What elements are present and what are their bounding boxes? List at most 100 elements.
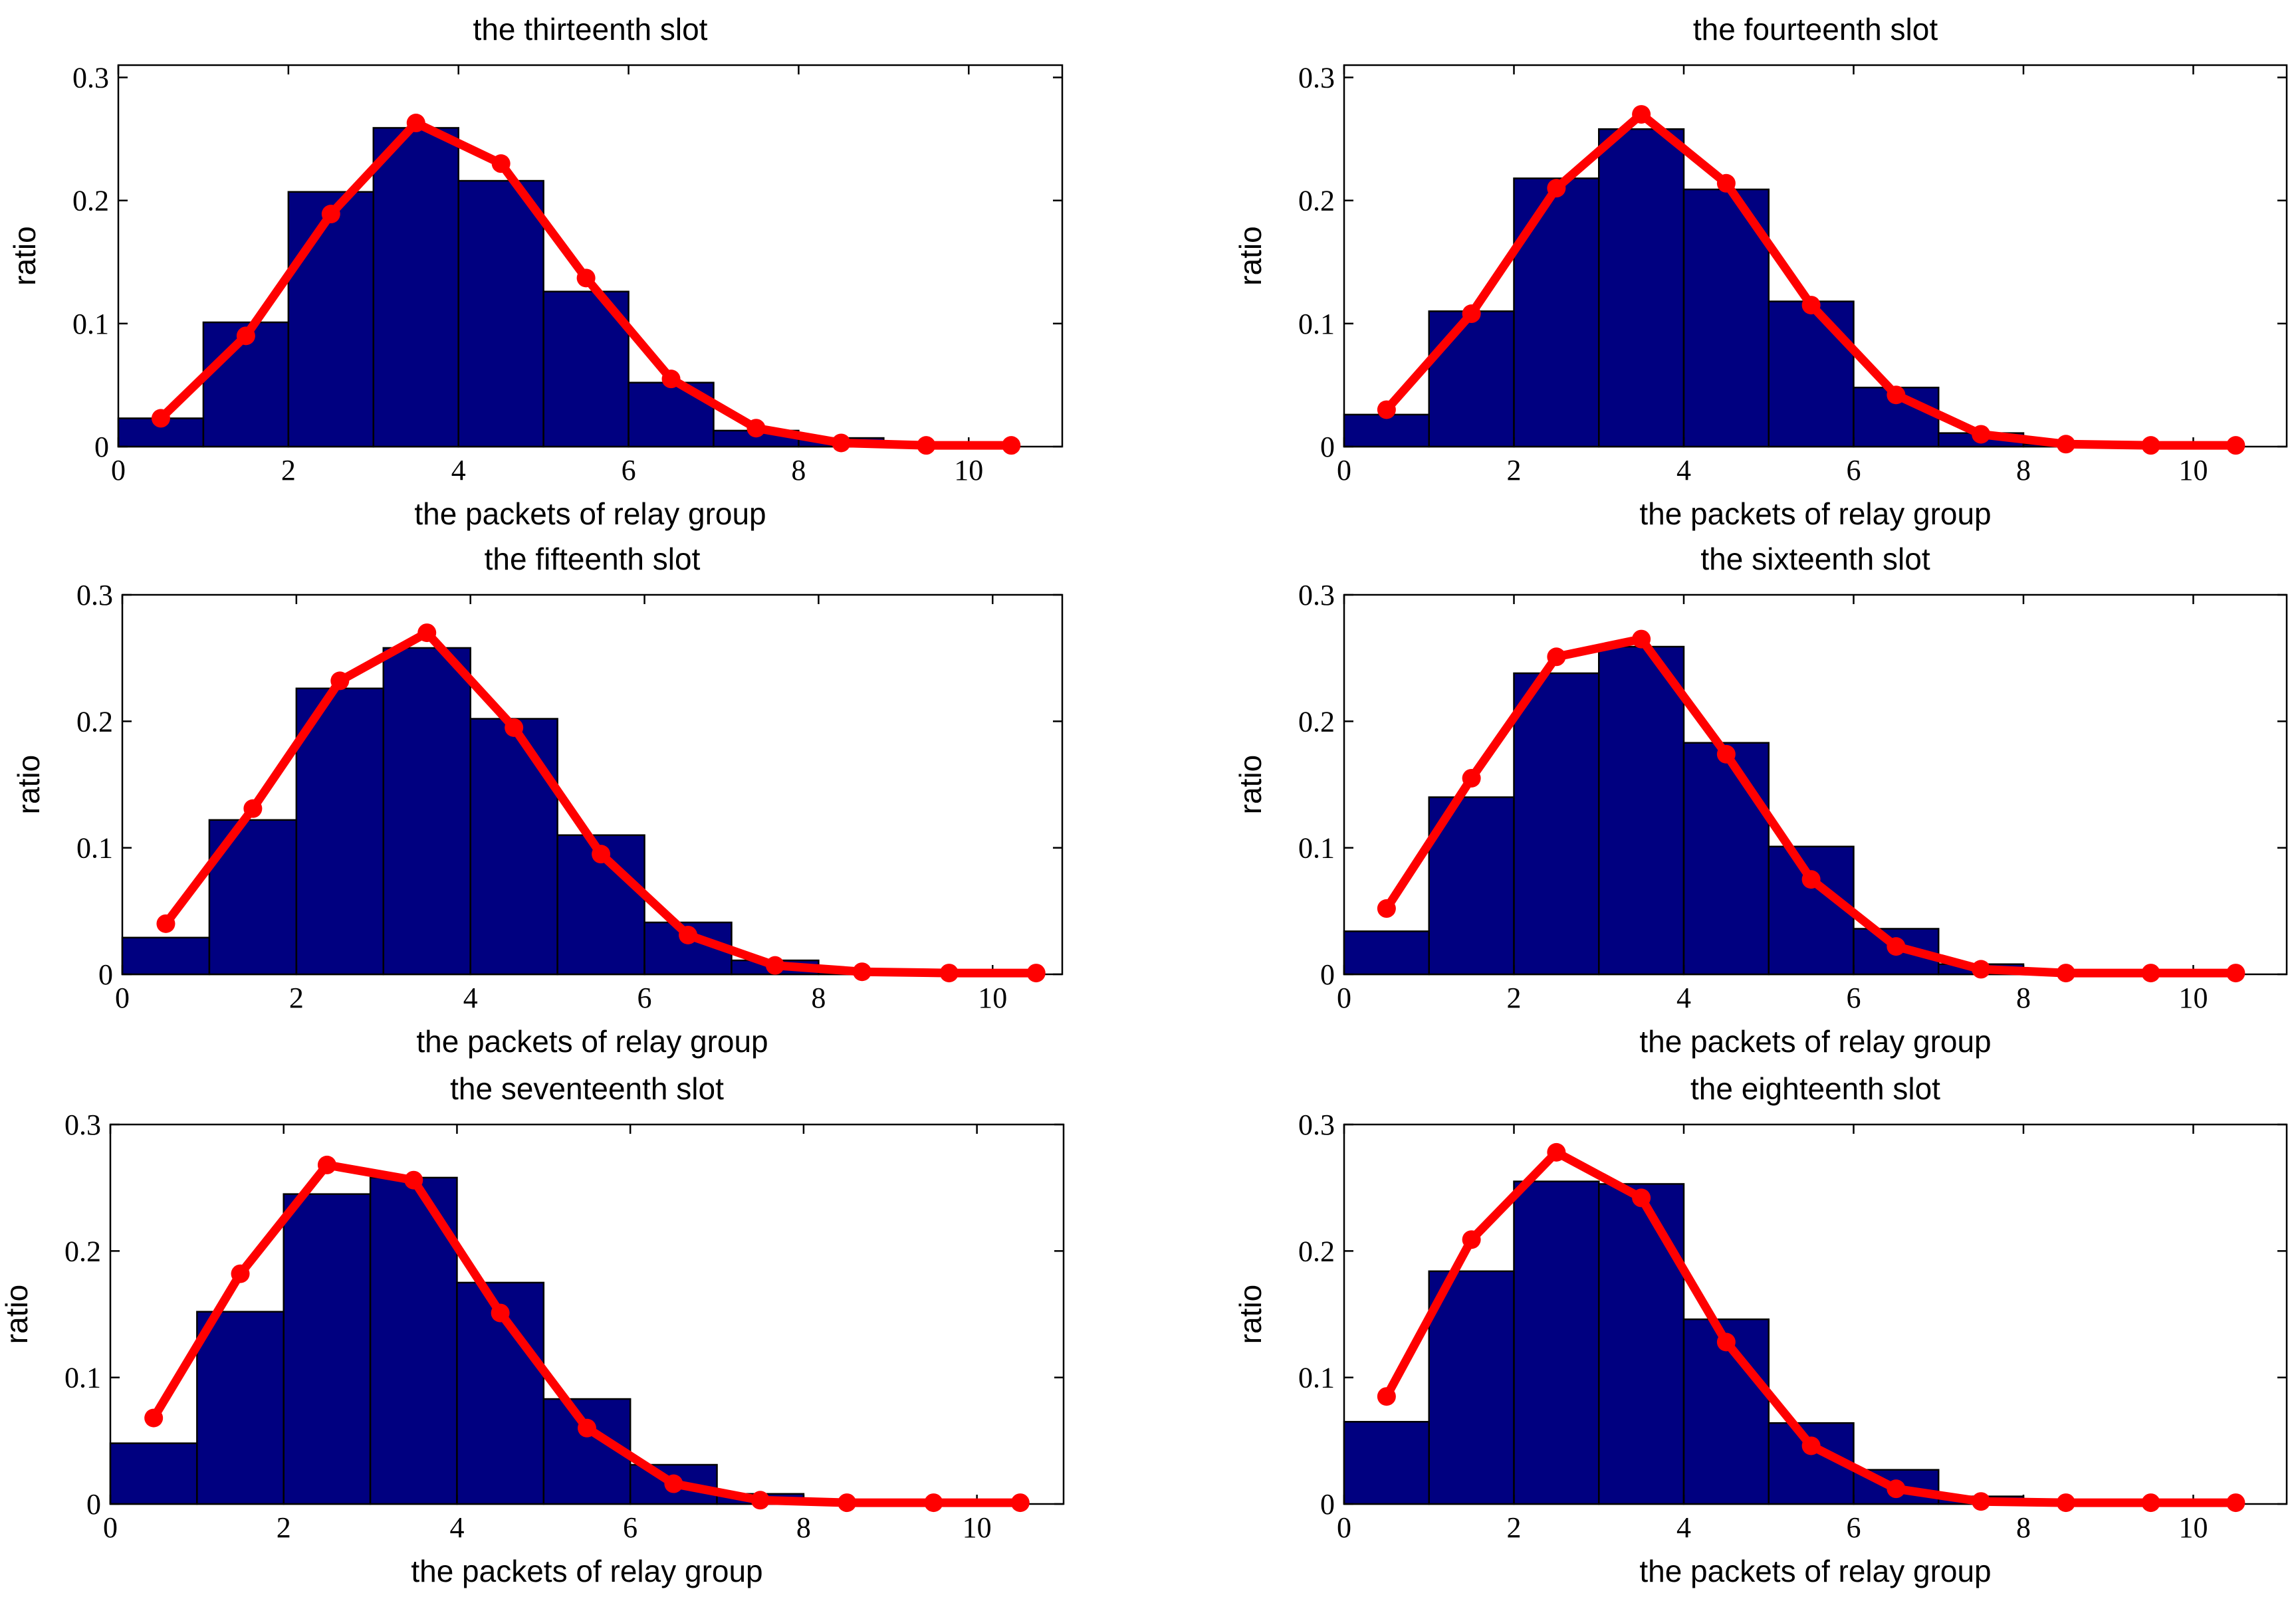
x-tick-label: 4 bbox=[1676, 982, 1691, 1014]
x-tick-label: 10 bbox=[2178, 454, 2208, 486]
x-tick-label: 4 bbox=[1676, 1511, 1691, 1544]
histogram-bar bbox=[382, 647, 471, 976]
histogram-bar bbox=[283, 1193, 372, 1505]
curve-point bbox=[1547, 647, 1566, 667]
x-tick-label: 2 bbox=[277, 1511, 291, 1544]
histogram-bar bbox=[295, 687, 385, 976]
curve-point bbox=[679, 925, 698, 944]
curve-point bbox=[1632, 1188, 1651, 1208]
x-tick-label: 0 bbox=[1337, 982, 1351, 1014]
histogram-bar bbox=[469, 718, 558, 976]
histogram-bar bbox=[121, 936, 211, 976]
curve-point bbox=[317, 1155, 336, 1174]
curve-point bbox=[1887, 1479, 1906, 1499]
x-tick-label: 0 bbox=[103, 1511, 118, 1544]
y-tick-label: 0.3 bbox=[1298, 62, 1335, 94]
curve-point bbox=[1801, 870, 1821, 889]
histogram-bar bbox=[1597, 128, 1685, 448]
chart-title: the fifteenth slot bbox=[485, 542, 701, 576]
y-tick-label: 0.3 bbox=[72, 62, 109, 94]
x-tick-label: 2 bbox=[1506, 454, 1521, 486]
curve-point bbox=[578, 1418, 596, 1438]
x-tick-label: 6 bbox=[1846, 1511, 1861, 1544]
x-tick-label: 2 bbox=[281, 454, 296, 486]
curve-point bbox=[491, 1303, 510, 1323]
x-axis-label: the packets of relay group bbox=[414, 496, 766, 531]
histogram-bar bbox=[1513, 177, 1600, 448]
y-tick-label: 0 bbox=[1320, 958, 1335, 991]
histogram-bar bbox=[457, 179, 544, 448]
x-tick-label: 8 bbox=[791, 454, 806, 486]
y-tick-label: 0 bbox=[98, 958, 113, 991]
curve-point bbox=[765, 956, 784, 975]
x-tick-label: 6 bbox=[623, 1511, 637, 1544]
curve-point bbox=[1972, 425, 1991, 444]
chart-title: the fourteenth slot bbox=[1693, 12, 1938, 47]
curve-point bbox=[1972, 1492, 1991, 1511]
histogram-bar bbox=[372, 127, 459, 448]
curve-point bbox=[852, 962, 871, 982]
x-tick-label: 10 bbox=[963, 1511, 992, 1544]
curve-point bbox=[832, 433, 851, 453]
x-tick-label: 6 bbox=[637, 982, 652, 1014]
y-tick-label: 0.1 bbox=[1298, 308, 1335, 340]
x-tick-label: 2 bbox=[1506, 1511, 1521, 1544]
x-tick-label: 10 bbox=[2178, 1511, 2208, 1544]
histogram-bar bbox=[1682, 188, 1770, 448]
y-tick-label: 0 bbox=[86, 1488, 101, 1521]
x-tick-label: 4 bbox=[1676, 454, 1691, 486]
y-tick-label: 0 bbox=[1320, 431, 1335, 463]
x-tick-label: 8 bbox=[2016, 1511, 2031, 1544]
curve-point bbox=[2226, 964, 2245, 983]
histogram-bar bbox=[1428, 1270, 1515, 1505]
curve-point bbox=[1547, 1142, 1566, 1162]
curve-point bbox=[321, 205, 340, 224]
histogram-bar bbox=[1597, 1183, 1685, 1505]
subplot-fourteenth-slot: 0 2 4 6 8 10 0 0.1 0.2 0.3 the fourteenth slot the … bbox=[1233, 12, 2288, 531]
curve-point bbox=[417, 623, 437, 643]
curve-point bbox=[1377, 400, 1396, 419]
y-tick-label: 0.2 bbox=[1298, 185, 1335, 217]
x-tick-label: 6 bbox=[1846, 454, 1861, 486]
histogram-bar bbox=[1343, 930, 1430, 976]
y-axis-label: ratio bbox=[0, 1285, 34, 1344]
curve-point bbox=[1632, 105, 1651, 124]
chart-title: the thirteenth slot bbox=[473, 12, 708, 47]
curve-point bbox=[1716, 173, 1736, 193]
x-axis-label: the packets of relay group bbox=[1639, 1024, 1991, 1059]
curve-point bbox=[243, 799, 263, 818]
x-tick-label: 0 bbox=[115, 982, 130, 1014]
subplot-seventeenth-slot: 0 2 4 6 8 10 0 0.1 0.2 0.3 the seventeenth slot the… bbox=[0, 1071, 1065, 1588]
y-tick-label: 0.1 bbox=[1298, 832, 1335, 865]
curve-point bbox=[1026, 964, 1046, 983]
y-tick-label: 0.3 bbox=[76, 579, 113, 611]
y-tick-label: 0 bbox=[94, 431, 109, 463]
curve-point bbox=[750, 1491, 770, 1510]
curve-point bbox=[924, 1493, 943, 1513]
curve-point bbox=[330, 671, 350, 691]
curve-point bbox=[491, 154, 511, 173]
y-tick-label: 0.3 bbox=[1298, 1109, 1335, 1141]
curve-point bbox=[236, 326, 255, 346]
curve-point bbox=[1462, 768, 1481, 788]
y-tick-label: 0.3 bbox=[64, 1109, 101, 1141]
curve-point bbox=[231, 1264, 250, 1283]
curve-point bbox=[1887, 937, 1906, 956]
curve-point bbox=[404, 1170, 423, 1190]
y-tick-label: 0.2 bbox=[64, 1235, 101, 1267]
curve-point bbox=[746, 419, 766, 438]
curve-point bbox=[1801, 296, 1821, 315]
curve-point bbox=[2141, 1493, 2160, 1513]
curve-point bbox=[1010, 1493, 1030, 1513]
chart-title: the sixteenth slot bbox=[1700, 542, 1930, 576]
curve-point bbox=[1801, 1436, 1821, 1455]
curve-point bbox=[664, 1474, 683, 1493]
curve-point bbox=[838, 1493, 857, 1513]
x-tick-label: 0 bbox=[1337, 454, 1351, 486]
chart-title: the seventeenth slot bbox=[450, 1071, 724, 1106]
x-tick-label: 8 bbox=[811, 982, 826, 1014]
curve-point bbox=[2226, 436, 2245, 455]
y-axis-label: ratio bbox=[7, 226, 42, 285]
x-tick-label: 2 bbox=[289, 982, 304, 1014]
histogram-bar bbox=[1682, 742, 1770, 976]
